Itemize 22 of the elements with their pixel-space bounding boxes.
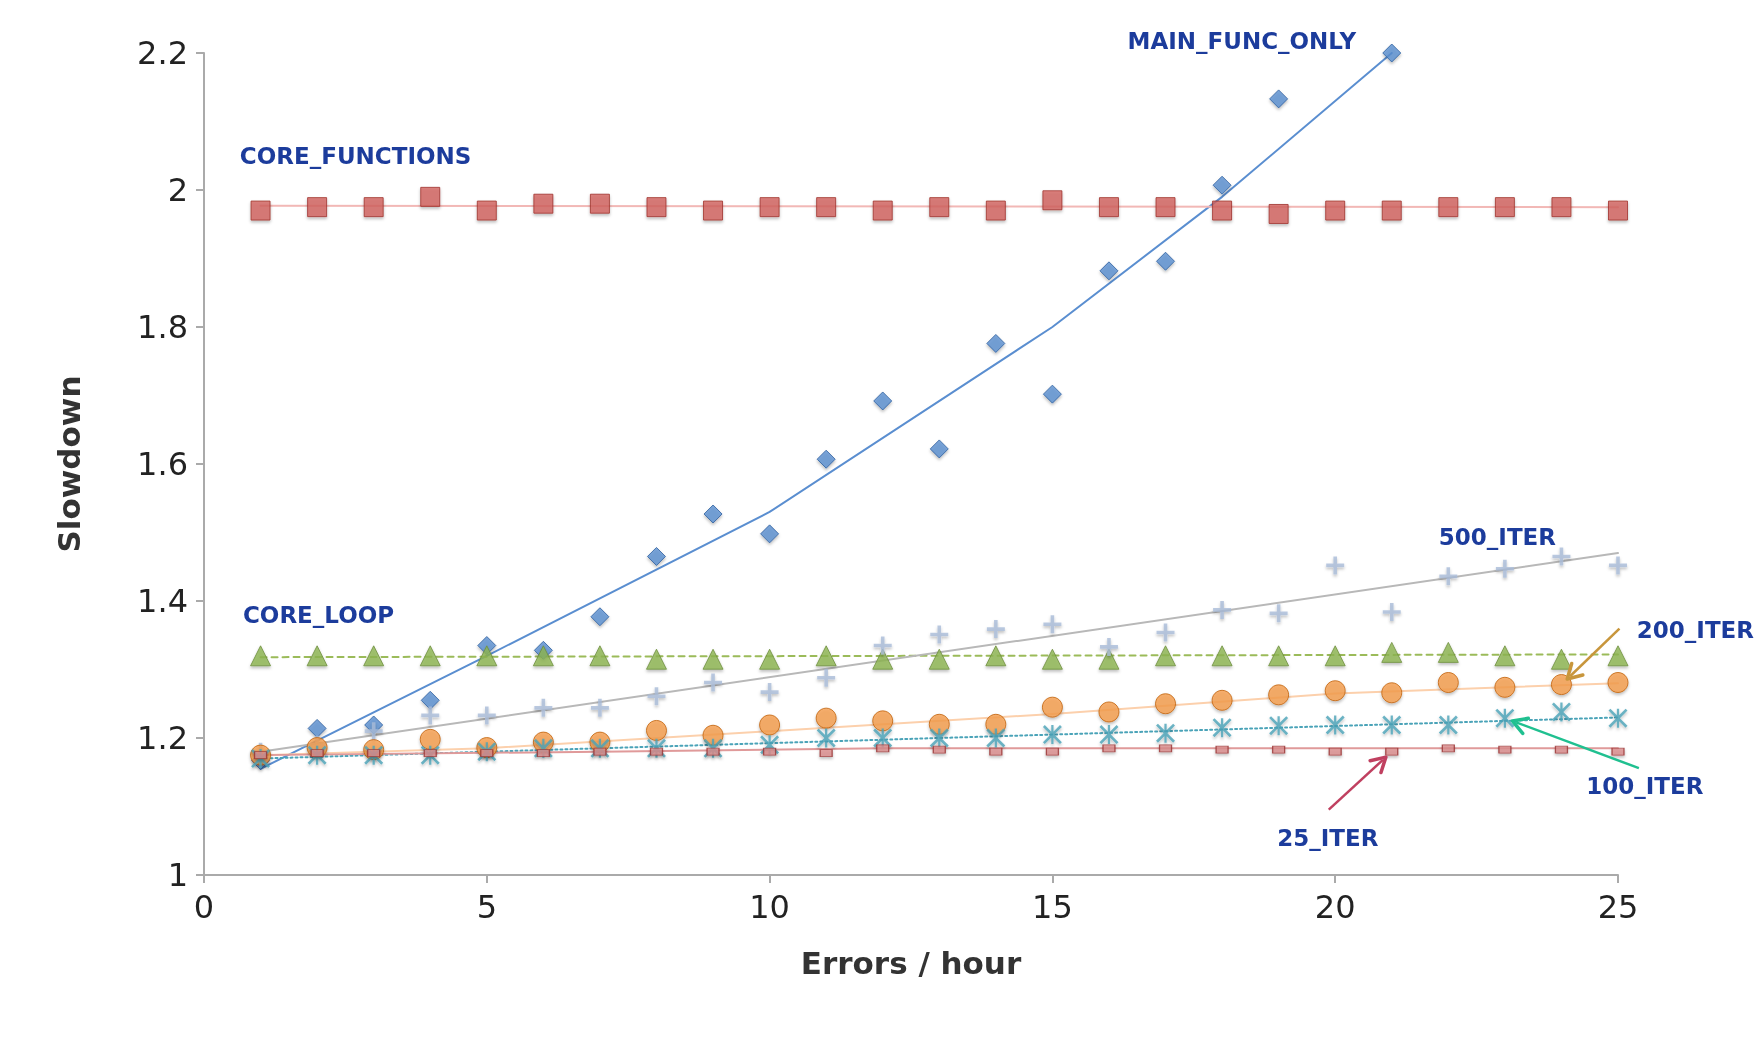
x-tick-label: 0: [193, 888, 215, 926]
y-tick-label: 1.4: [137, 582, 188, 620]
y-tick-label: 1: [167, 856, 188, 894]
series-label: 200_ITER: [1636, 616, 1754, 643]
series-label: 500_ITER: [1438, 524, 1557, 551]
y-axis-title: Slowdown: [50, 375, 87, 553]
x-tick-label: 20: [1314, 888, 1356, 926]
x-axis-title: Errors / hour: [800, 944, 1022, 981]
x-tick-label: 5: [476, 888, 497, 926]
series-label: MAIN_FUNC_ONLY: [1127, 28, 1357, 54]
x-tick-label: 10: [749, 888, 790, 926]
text: 100_ITER: [1586, 773, 1704, 800]
y-tick-label: 1.2: [137, 719, 188, 757]
y-tick-label: 1.8: [137, 308, 188, 346]
x-tick-label: 25: [1597, 888, 1639, 926]
y-tick-label: 2.2: [137, 34, 188, 72]
series-label: CORE_LOOP: [242, 601, 395, 628]
x-tick-label: 15: [1032, 888, 1073, 926]
y-tick-label: 1.6: [137, 445, 188, 483]
y-tick-label: 2: [167, 171, 188, 209]
text: 25_ITER: [1277, 824, 1379, 851]
series-label: CORE_FUNCTIONS: [239, 142, 472, 169]
